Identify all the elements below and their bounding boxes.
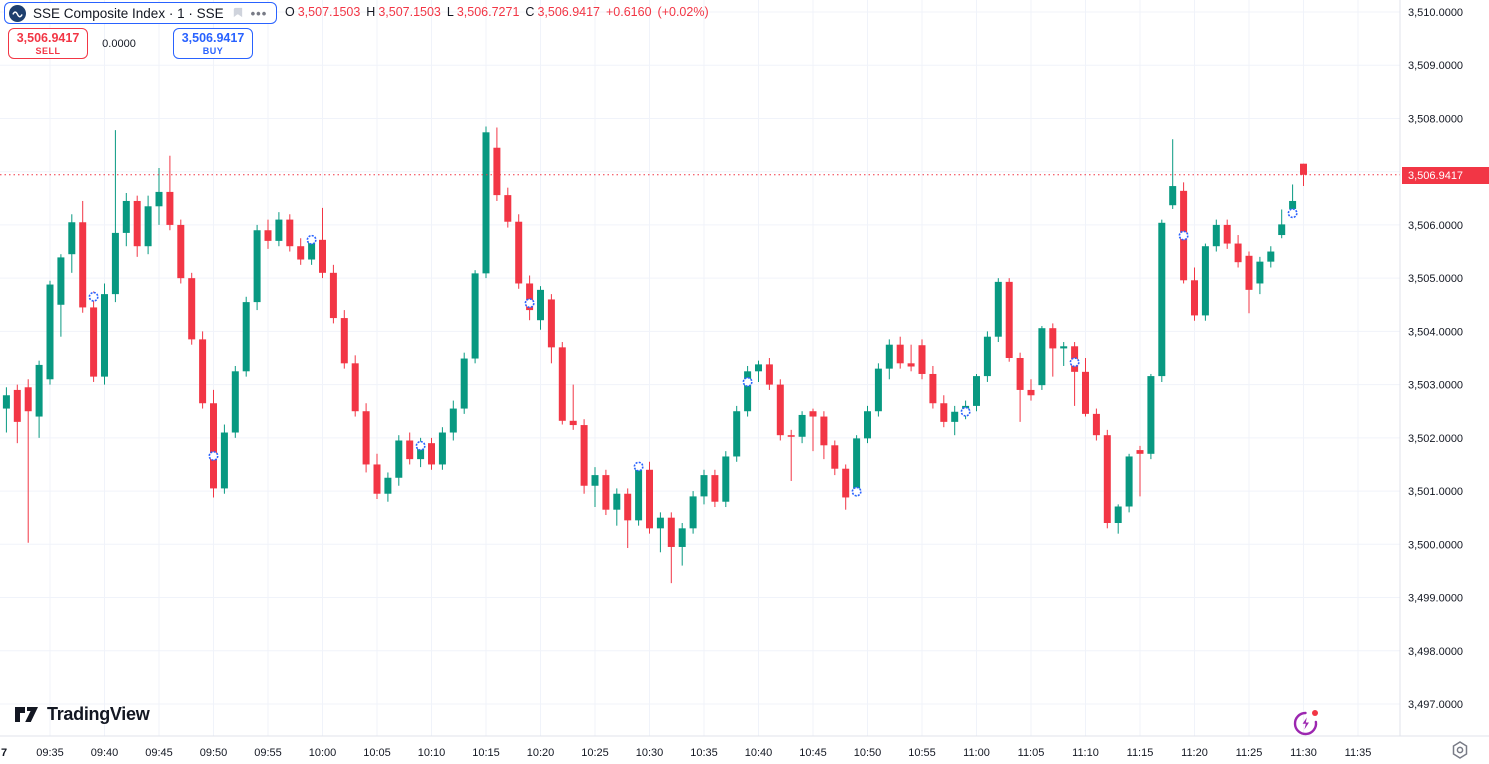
- svg-text:3,509.0000: 3,509.0000: [1408, 60, 1463, 72]
- low-value: 3,506.7271: [456, 5, 520, 19]
- high-value: 3,507.1503: [378, 5, 441, 19]
- svg-text:10:15: 10:15: [472, 747, 500, 759]
- svg-text:09:45: 09:45: [145, 747, 173, 759]
- symbol-title: SSE Composite Index · 1 · SSE: [33, 5, 224, 21]
- buy-button[interactable]: 3,506.9417 BUY: [173, 28, 253, 59]
- svg-text:09:50: 09:50: [200, 747, 228, 759]
- close-value: 3,506.9417: [537, 5, 600, 19]
- gridlines: [0, 0, 1400, 736]
- svg-text:11:05: 11:05: [1018, 747, 1045, 759]
- svg-text:09:55: 09:55: [254, 747, 282, 759]
- order-markers: [88, 208, 1298, 497]
- tradingview-brand-text: TradingView: [47, 704, 150, 724]
- change-value: +0.6160: [606, 5, 652, 19]
- svg-text:09:40: 09:40: [91, 747, 119, 759]
- svg-text:11:25: 11:25: [1236, 747, 1263, 759]
- more-options-icon[interactable]: •••: [250, 5, 268, 21]
- sell-button[interactable]: 3,506.9417 SELL: [8, 28, 88, 59]
- svg-text:3,502.0000: 3,502.0000: [1408, 433, 1463, 445]
- ohlc-readout: O 3,507.1503 H 3,507.1503 L 3,506.7271 C…: [285, 5, 709, 19]
- market-status-icon[interactable]: [1292, 710, 1319, 737]
- svg-text:3,500.0000: 3,500.0000: [1408, 539, 1463, 551]
- tradingview-watermark: TradingView: [14, 704, 150, 725]
- svg-text:11:30: 11:30: [1290, 747, 1317, 759]
- close-label: C: [525, 5, 535, 19]
- candles: [2, 126, 1307, 584]
- svg-text:10:40: 10:40: [745, 747, 773, 759]
- buy-label: BUY: [202, 45, 224, 56]
- svg-text:09:35: 09:35: [36, 747, 64, 759]
- svg-text:10:50: 10:50: [854, 747, 882, 759]
- svg-text:10:25: 10:25: [581, 747, 609, 759]
- sell-price: 3,506.9417: [16, 31, 80, 46]
- svg-text:11:15: 11:15: [1127, 747, 1154, 759]
- svg-text:10:20: 10:20: [527, 747, 555, 759]
- change-percent: (+0.02%): [657, 5, 709, 19]
- trade-panel: 3,506.9417 SELL 0.0000 3,506.9417 BUY: [8, 28, 253, 59]
- svg-text:11:35: 11:35: [1345, 747, 1372, 759]
- sell-label: SELL: [35, 45, 61, 56]
- svg-text:10:35: 10:35: [690, 747, 718, 759]
- buy-price: 3,506.9417: [181, 31, 245, 46]
- notification-dot: [1312, 710, 1318, 716]
- svg-text:3,501.0000: 3,501.0000: [1408, 486, 1463, 498]
- svg-text:7: 7: [1, 747, 7, 759]
- open-value: 3,507.1503: [297, 5, 361, 19]
- svg-text:10:45: 10:45: [799, 747, 827, 759]
- price-axis[interactable]: 3,510.00003,509.00003,508.00003,507.0000…: [1408, 7, 1463, 711]
- svg-text:3,504.0000: 3,504.0000: [1408, 326, 1463, 338]
- svg-text:3,498.0000: 3,498.0000: [1408, 646, 1463, 658]
- axis-settings-icon[interactable]: [1449, 739, 1471, 761]
- open-label: O: [285, 5, 295, 19]
- current-price-tag: 3,506.9417: [1402, 167, 1489, 184]
- tradingview-logo-icon: [15, 707, 38, 722]
- svg-text:10:05: 10:05: [363, 747, 391, 759]
- svg-text:3,497.0000: 3,497.0000: [1408, 699, 1463, 711]
- spread-value: 0.0000: [102, 37, 136, 50]
- svg-text:10:10: 10:10: [418, 747, 446, 759]
- svg-text:3,508.0000: 3,508.0000: [1408, 113, 1463, 125]
- svg-text:10:55: 10:55: [908, 747, 936, 759]
- svg-text:3,505.0000: 3,505.0000: [1408, 273, 1463, 285]
- svg-text:11:20: 11:20: [1181, 747, 1208, 759]
- svg-text:11:10: 11:10: [1072, 747, 1099, 759]
- svg-text:3,503.0000: 3,503.0000: [1408, 380, 1463, 392]
- sse-exchange-logo-icon: [9, 4, 26, 22]
- flag-icon[interactable]: [231, 6, 244, 21]
- symbol-button[interactable]: SSE Composite Index · 1 · SSE •••: [4, 2, 278, 24]
- low-label: L: [446, 5, 454, 19]
- high-label: H: [366, 5, 376, 19]
- time-axis[interactable]: 7 09:35 09:40 09:45 09:50 09:55 10:00 10:05 10:1…: [1, 747, 1371, 759]
- svg-text:3,510.0000: 3,510.0000: [1408, 7, 1463, 19]
- svg-text:3,506.0000: 3,506.0000: [1408, 220, 1463, 232]
- svg-text:10:30: 10:30: [636, 747, 664, 759]
- svg-text:3,499.0000: 3,499.0000: [1408, 593, 1463, 605]
- svg-text:10:00: 10:00: [309, 747, 337, 759]
- svg-text:11:00: 11:00: [963, 747, 990, 759]
